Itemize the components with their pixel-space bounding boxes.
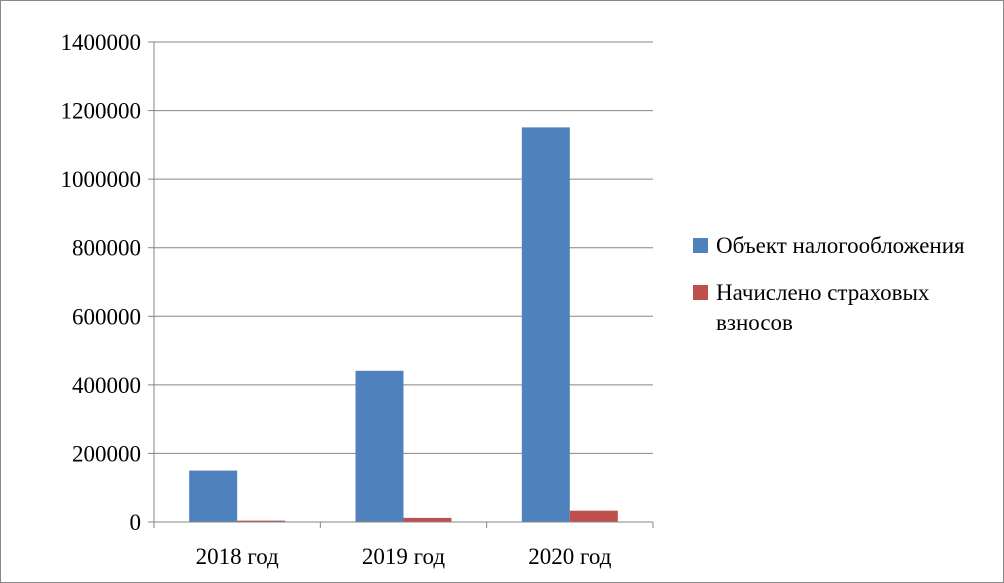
- bar: [403, 517, 452, 522]
- y-tick-label: 1200000: [61, 99, 142, 124]
- bar: [569, 510, 618, 522]
- y-tick-label: 400000: [72, 373, 141, 398]
- y-tick-label: 1400000: [61, 30, 142, 55]
- x-tick-label: 2019 год: [362, 544, 445, 569]
- gridlines: [154, 41, 653, 454]
- bars: [189, 127, 618, 522]
- bar: [521, 127, 570, 522]
- legend: Объект налогообложения Начислено страхов…: [693, 231, 993, 355]
- legend-swatch-blue: [693, 238, 708, 253]
- legend-item-contributions: Начислено страховых взносов: [693, 278, 993, 338]
- bar: [237, 520, 286, 522]
- bar: [355, 370, 404, 522]
- y-tick-label: 200000: [72, 441, 141, 466]
- legend-swatch-red: [693, 285, 708, 300]
- y-tick-label: 0: [130, 510, 142, 535]
- y-tick-label: 600000: [72, 304, 141, 329]
- legend-item-taxable-object: Объект налогообложения: [693, 231, 993, 261]
- x-tick-label: 2018 год: [196, 544, 279, 569]
- y-tick-label: 800000: [72, 236, 141, 261]
- x-tick-label: 2020 год: [528, 544, 611, 569]
- legend-label: Начислено страховых взносов: [716, 280, 930, 335]
- axes: [148, 41, 654, 528]
- bar: [189, 470, 238, 522]
- tick-labels: 0 200000 400000 600000 800000 1000000 1200000 1…: [61, 30, 612, 569]
- legend-label: Объект налогообложения: [716, 233, 965, 258]
- y-tick-label: 1000000: [61, 167, 142, 192]
